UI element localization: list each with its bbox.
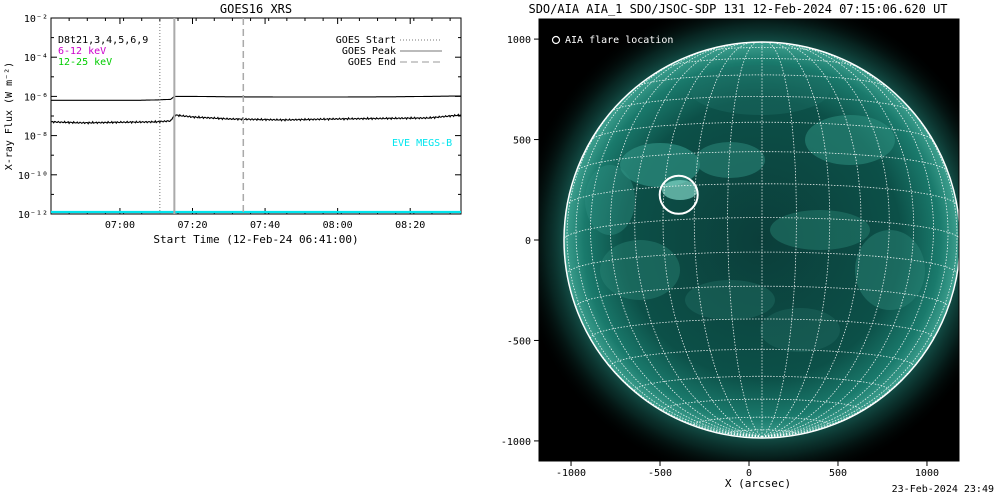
goes-chart-title: GOES16 XRS [220,2,292,16]
aia-y-tick-label: 0 [525,236,531,247]
aia-y-tick-label: 1000 [507,35,531,46]
latitude-line [662,398,862,411]
longitude-line [761,41,797,438]
goes-x-tick-label: 08:20 [395,220,425,231]
aia-y-tick-label: 500 [513,136,531,147]
legend-goes-end-label: GOES End [348,57,396,68]
longitude-line [761,42,890,438]
goes-y-tick-label: 10⁻¹² [18,210,48,221]
longitude-line [761,41,831,438]
aia-x-tick-label: -1000 [556,468,586,479]
goes-xrs-chart: GOES16 XRS 10⁻² 10⁻⁴ 10⁻⁶ 10⁻⁸ 10⁻¹⁰ 10⁻¹² 07… [4,2,462,246]
longitude-line [761,42,862,438]
aia-x-tick-label: 500 [829,468,847,479]
aia-y-tick-label: -1000 [501,437,531,448]
goes-series-long [51,95,461,101]
longitude-line [662,42,763,438]
longitude-line [761,44,915,438]
goes-y-axis-label: X-ray Flux (W m⁻²) [4,62,15,170]
eve-megs-b-label: EVE MEGS-B [392,138,452,149]
goes-x-tick-label: 07:20 [177,220,207,231]
latitude-line [698,47,826,53]
latitude-line [566,251,958,275]
goes-x-axis-label: Start Time (12-Feb-24 06:41:00) [153,233,358,246]
latitude-line [576,151,948,172]
longitude-line [761,52,949,438]
longitude-line [693,41,763,438]
goes-series-short [51,113,461,125]
legend-marker-icon [551,35,561,45]
flare-location-marker [658,174,699,215]
longitude-line [609,44,763,438]
latitude-line [665,58,859,68]
aia-title: SDO/AIA AIA_1 SDO/JSOC-SDP 131 12-Feb-20… [528,2,947,16]
legend-12-25kev-label: 12-25 keV [58,57,112,68]
render-timestamp: 23-Feb-2024 23:49 [891,484,994,495]
longitude-line [566,74,763,438]
goes-y-tick-label: 10⁻¹⁰ [18,171,48,182]
latitude-line [635,74,889,88]
legend-goes-peak-label: GOES Peak [342,46,396,57]
goes-y-tick-label: 10⁻⁶ [24,92,48,103]
aia-legend-label: AIA flare location [565,35,673,46]
goes-y-tick-label: 10⁻⁸ [24,132,48,143]
legend-detector-label: D8t21,3,4,5,6,9 [58,35,148,46]
aia-x-tick-label: 1000 [915,468,939,479]
goes-x-tick-label: 08:00 [323,220,353,231]
goes-plot-frame [50,17,462,215]
longitude-line [590,46,763,438]
longitude-line [761,74,958,438]
longitude-line [727,41,763,438]
legend-6-12kev-label: 6-12 keV [58,46,106,57]
longitude-line [634,42,763,438]
aia-y-tick-label: -500 [507,336,531,347]
goes-y-tick-label: 10⁻⁴ [24,53,48,64]
goes-x-tick-label: 07:00 [105,220,135,231]
legend-goes-start-label: GOES Start [336,35,396,46]
latitude-line [590,121,934,141]
aia-x-tick-label: 0 [746,468,752,479]
aia-image-panel: SDO/AIA AIA_1 SDO/JSOC-SDP 131 12-Feb-20… [501,2,960,490]
solar-limb [563,41,959,439]
goes-y-tick-label: 10⁻² [24,14,48,25]
longitude-line [761,46,934,438]
aia-x-axis-label: X (arcsec) [725,477,791,490]
goes-x-tick-label: 07:40 [250,220,280,231]
aia-x-tick-label: -500 [648,468,672,479]
longitude-line [575,52,763,438]
